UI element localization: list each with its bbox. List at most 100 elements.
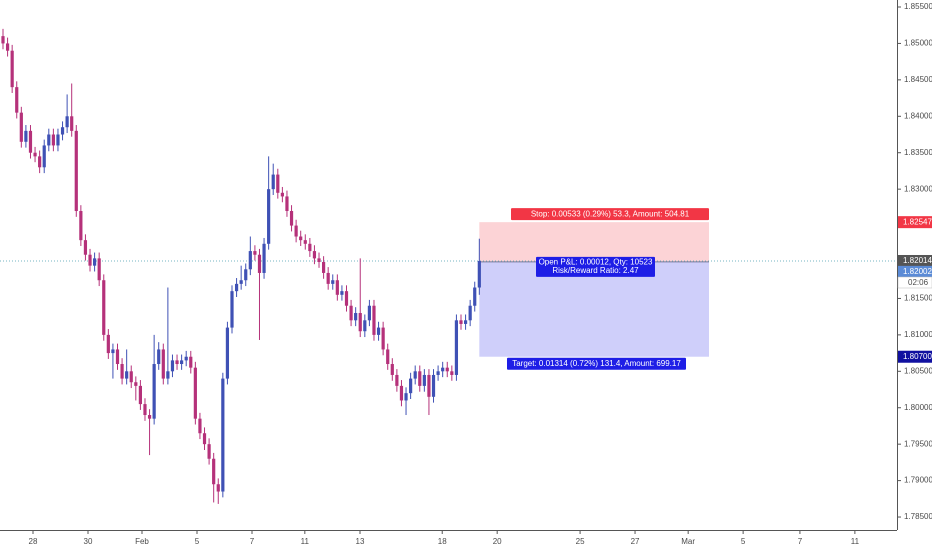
x-tick-label: Feb: [135, 537, 149, 546]
candle-body: [106, 334, 110, 354]
candle-body: [60, 127, 65, 135]
candle-body: [271, 174, 275, 190]
candle-body: [147, 415, 152, 419]
candle-body: [395, 374, 399, 386]
candle-body: [331, 280, 335, 284]
candle-body: [354, 313, 358, 321]
candle-body: [262, 243, 266, 273]
target-price-label: 1.80700: [903, 352, 932, 361]
candle-body: [372, 305, 376, 335]
candle-body: [276, 174, 280, 193]
x-tick-label: 20: [493, 537, 502, 546]
candle-body: [418, 371, 422, 386]
candle-body: [253, 251, 257, 255]
candle-body: [92, 258, 97, 266]
candle-body: [459, 320, 463, 324]
candle-body: [88, 254, 92, 266]
candle-body: [257, 254, 262, 273]
candle-body: [381, 327, 385, 350]
candle-body: [441, 367, 445, 372]
candle-body: [180, 360, 184, 365]
candle-body: [97, 258, 101, 281]
candle-body: [294, 225, 298, 237]
candle-body: [184, 356, 188, 361]
candle-body: [436, 371, 440, 375]
candle-body: [225, 327, 230, 379]
candle-body: [230, 291, 234, 328]
candle-body: [143, 404, 147, 416]
ratio-label: Risk/Reward Ratio: 2.47: [552, 266, 639, 275]
candle-body: [24, 130, 28, 142]
candle-body: [299, 236, 303, 241]
candle-body: [312, 251, 317, 259]
y-tick-label: 1.80000: [904, 403, 932, 412]
y-tick-label: 1.84500: [904, 75, 932, 84]
candle-body: [28, 130, 33, 153]
candle-body: [390, 364, 394, 375]
x-tick-label: 30: [84, 537, 93, 546]
candle-body: [367, 305, 371, 321]
candle-body: [170, 360, 175, 372]
candle-body: [303, 240, 307, 244]
y-tick-label: 1.81000: [904, 330, 932, 339]
candle-body: [399, 385, 404, 401]
x-tick-label: 5: [741, 537, 746, 546]
candle-body: [473, 287, 477, 306]
y-tick-label: 1.84000: [904, 111, 932, 120]
candle-body: [134, 382, 138, 386]
candle-body: [1, 36, 5, 44]
candle-body: [413, 371, 417, 379]
candle-body: [51, 134, 55, 146]
y-tick-label: 1.83000: [904, 184, 932, 193]
candle-body: [70, 116, 74, 131]
candle-body: [404, 393, 408, 401]
candle-body: [468, 305, 472, 321]
target-label: Target: 0.01314 (0.72%) 131.4, Amount: 6…: [512, 359, 681, 368]
x-tick-label: 13: [356, 537, 365, 546]
candle-body: [454, 320, 459, 375]
stop-price-label: 1.82547: [903, 217, 932, 226]
candle-body: [445, 367, 449, 372]
stop-price-label-box: [898, 216, 932, 229]
candle-body: [33, 152, 37, 157]
x-tick-label: 11: [851, 537, 860, 546]
candle-body: [239, 280, 243, 284]
candle-body: [19, 112, 23, 142]
candle-body: [102, 280, 106, 335]
entry-price-label-box: [898, 265, 932, 278]
last-price-label: 1.82014: [903, 256, 932, 265]
candle-body: [56, 134, 60, 146]
candle-body: [349, 305, 353, 321]
candle-body: [175, 360, 179, 365]
candle-body: [5, 43, 10, 51]
candle-body: [216, 484, 220, 492]
y-tick-label: 1.79500: [904, 439, 932, 448]
candle-body: [321, 262, 326, 273]
candle-body: [234, 283, 239, 292]
candle-body: [15, 87, 19, 113]
pnl-label: Open P&L: 0.00012, Qty: 10523: [539, 257, 653, 266]
candle-body: [129, 371, 133, 383]
candle-body: [317, 258, 321, 263]
stop-label-box: [511, 208, 709, 221]
y-tick-label: 1.80500: [904, 366, 932, 375]
candle-body: [248, 251, 252, 270]
y-tick-label: 1.81500: [904, 294, 932, 303]
candle-body: [42, 145, 46, 168]
candle-body: [83, 240, 88, 255]
x-tick-label: 7: [798, 537, 803, 546]
countdown-label: 02:06: [908, 278, 929, 287]
y-tick-label: 1.78500: [904, 512, 932, 521]
candle-body: [280, 192, 284, 197]
candle-body: [10, 50, 14, 88]
candle-body: [450, 371, 454, 375]
candle-body: [79, 211, 83, 241]
candle-body: [189, 356, 193, 368]
candle-body: [138, 385, 142, 405]
last-price-label-box: [898, 254, 932, 267]
y-tick-label: 1.85000: [904, 39, 932, 48]
candle-body: [74, 130, 78, 212]
x-tick-label: 27: [631, 537, 640, 546]
candle-body: [422, 374, 426, 386]
